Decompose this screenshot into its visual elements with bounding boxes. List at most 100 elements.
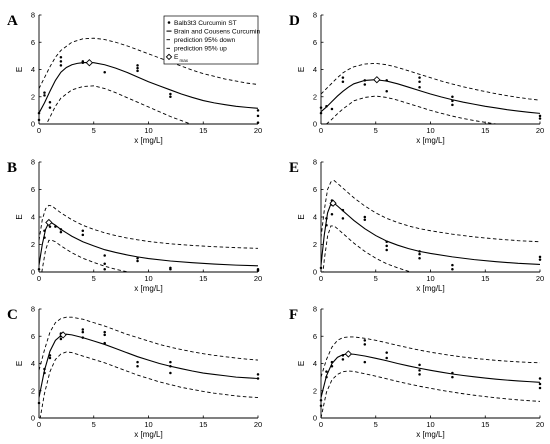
prediction-95-up-line	[321, 180, 540, 243]
data-point	[43, 94, 46, 97]
prediction-95-up-line	[39, 204, 258, 249]
data-point	[59, 60, 63, 63]
data-point	[256, 373, 260, 376]
x-tick-label: 5	[374, 126, 378, 135]
data-point	[363, 218, 367, 221]
emax-marker	[45, 218, 53, 227]
data-point	[341, 354, 345, 357]
emax-marker	[85, 59, 94, 67]
data-point	[59, 64, 63, 67]
data-point	[103, 254, 106, 257]
data-point	[451, 263, 454, 267]
data-point	[325, 224, 328, 227]
y-axis-title: E	[15, 214, 24, 219]
y-tick-label: 6	[31, 185, 35, 194]
y-tick-label: 8	[313, 158, 317, 167]
data-point	[418, 80, 421, 84]
data-point	[538, 382, 542, 386]
data-point	[451, 268, 454, 271]
data-point	[538, 255, 542, 259]
emax-marker	[329, 199, 337, 207]
y-axis-title: E	[15, 67, 24, 72]
data-point	[385, 240, 388, 243]
x-tick-label: 10	[144, 420, 152, 429]
y-tick-label: 6	[313, 185, 317, 194]
legend-label: E	[174, 54, 179, 61]
data-point	[81, 330, 85, 334]
y-tick-label: 6	[313, 332, 317, 341]
data-point	[418, 76, 421, 79]
legend-point-symbol	[167, 21, 171, 24]
prediction-95-down-line	[46, 85, 192, 124]
y-tick-label: 0	[31, 414, 35, 423]
y-axis-title: E	[297, 214, 306, 219]
data-point	[103, 333, 106, 337]
data-point	[169, 92, 172, 96]
y-tick-label: 4	[31, 213, 35, 222]
panel-letter: E	[289, 160, 299, 176]
data-point	[81, 233, 85, 237]
data-point	[81, 336, 85, 339]
prediction-95-up-line	[321, 62, 540, 101]
data-point	[330, 364, 334, 368]
x-tick-label: 0	[319, 126, 323, 135]
data-point	[48, 356, 52, 360]
data-point	[136, 66, 139, 70]
y-tick-label: 2	[313, 240, 317, 249]
data-point	[54, 225, 57, 228]
x-tick-label: 20	[254, 420, 262, 429]
panel-letter: B	[7, 160, 17, 176]
data-point	[451, 371, 454, 375]
data-point	[59, 228, 63, 231]
data-point	[256, 109, 260, 112]
x-tick-label: 0	[319, 274, 323, 283]
prediction-95-up-line	[39, 316, 258, 371]
x-tick-label: 5	[92, 274, 96, 283]
data-point	[103, 341, 106, 345]
data-point	[59, 55, 63, 59]
data-point	[341, 358, 345, 361]
data-point	[169, 364, 172, 368]
x-tick-label: 10	[426, 420, 434, 429]
x-tick-label: 5	[374, 420, 378, 429]
x-tick-label: 5	[374, 274, 378, 283]
data-point	[169, 371, 172, 375]
x-tick-label: 10	[144, 274, 152, 283]
x-tick-label: 0	[37, 126, 41, 135]
y-axis-title: E	[297, 361, 306, 366]
data-point	[48, 106, 52, 109]
data-point	[319, 106, 323, 109]
legend-label: Balb3t3 Curcumin ST	[174, 20, 237, 27]
fit-line	[39, 221, 258, 267]
x-tick-label: 15	[481, 274, 489, 283]
y-tick-label: 8	[313, 305, 317, 314]
panel-f: F 0 5 10 15 20 0 2 4 6 8 x [mg/L] E	[289, 305, 544, 439]
data-point	[319, 399, 323, 402]
x-tick-label: 15	[481, 420, 489, 429]
x-axis-title: x [mg/L]	[416, 430, 444, 439]
prediction-95-down-line	[321, 370, 540, 418]
data-point	[363, 339, 367, 342]
panel-e: E 0 5 10 15 20 0 2 4 6 8 x [mg/L] E	[289, 158, 544, 293]
data-point	[341, 217, 345, 220]
x-tick-label: 15	[199, 126, 207, 135]
x-tick-label: 5	[92, 126, 96, 135]
x-tick-label: 5	[92, 420, 96, 429]
data-point	[136, 64, 139, 67]
y-tick-label: 8	[31, 305, 35, 314]
data-point	[37, 268, 41, 271]
data-point	[538, 117, 542, 120]
y-tick-label: 8	[313, 11, 317, 20]
data-point	[330, 107, 334, 111]
y-tick-label: 2	[31, 92, 35, 101]
legend-label: prediction 95% down	[174, 37, 236, 44]
data-point	[363, 79, 367, 82]
y-tick-label: 0	[31, 120, 35, 129]
data-point	[330, 213, 334, 216]
data-point	[385, 351, 388, 354]
data-point	[341, 208, 345, 212]
panel-b: B 0 5 10 15 20 0 2 4 6 8 x [mg/L] E	[7, 158, 262, 293]
data-point	[59, 337, 63, 341]
data-point	[325, 370, 328, 373]
